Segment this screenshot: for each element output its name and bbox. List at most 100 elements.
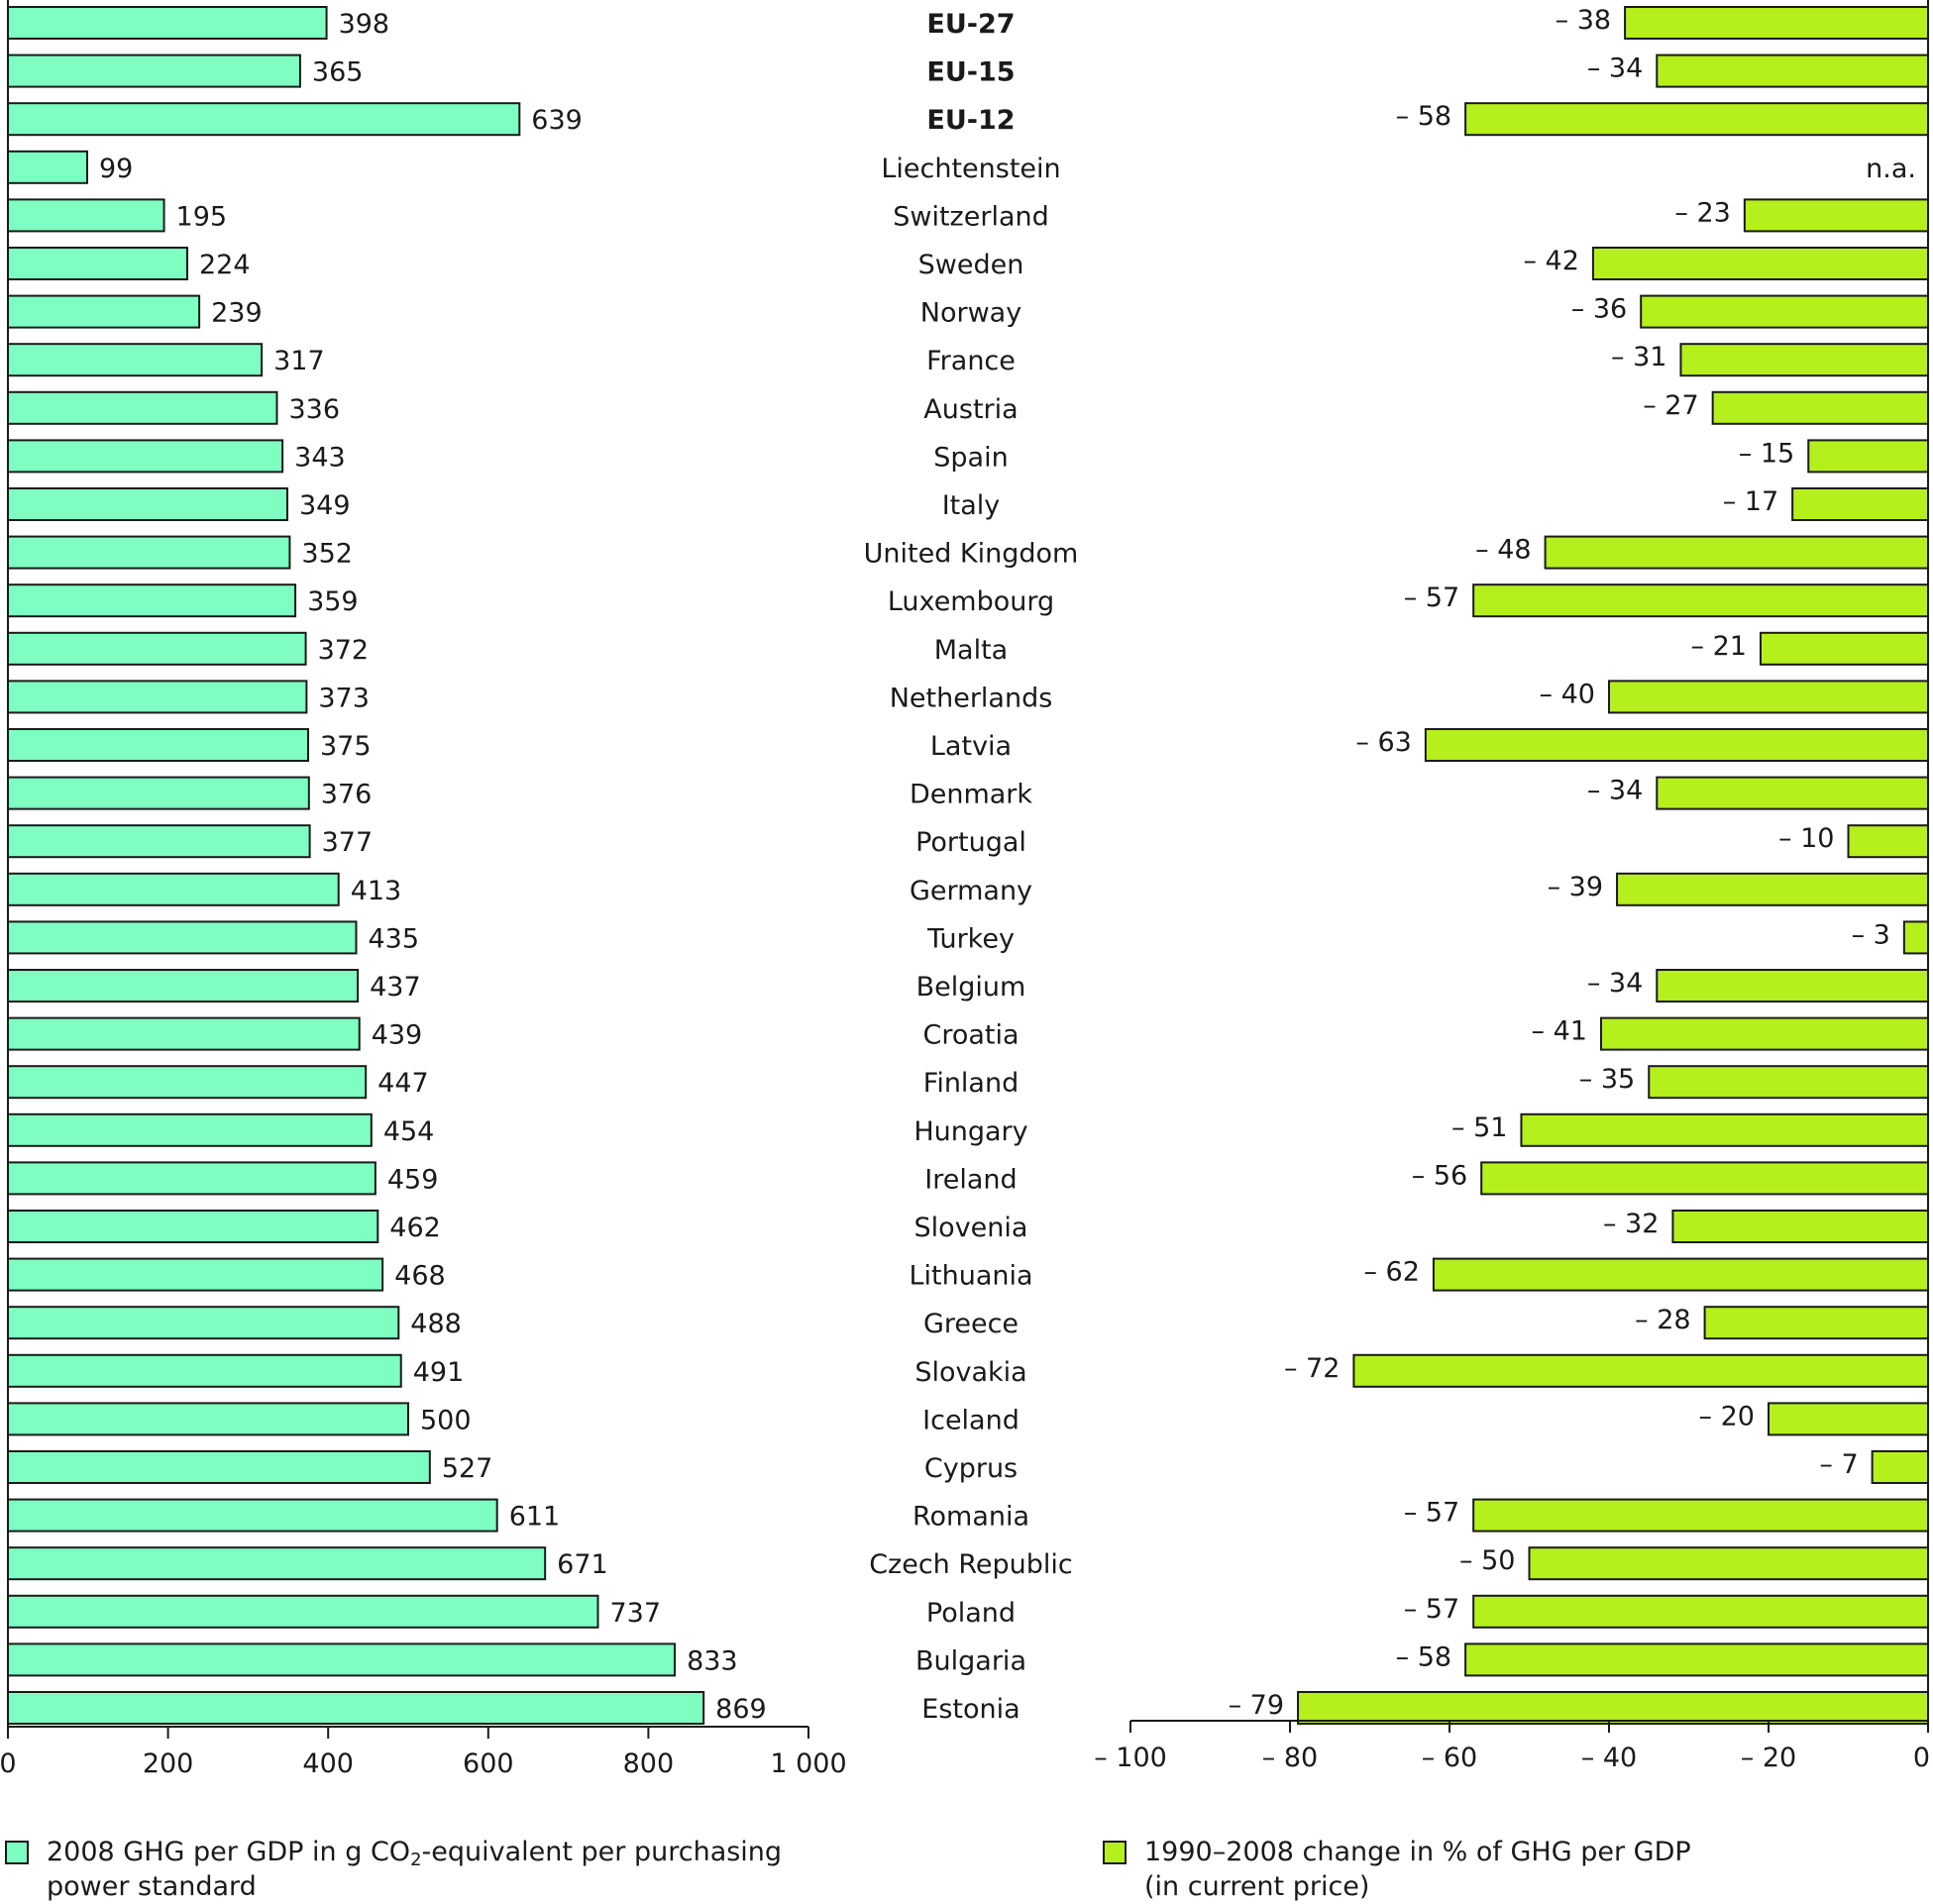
bar-change-germany: [1616, 872, 1930, 906]
bar-change-romania: [1472, 1498, 1930, 1533]
tick-label-right: – 100: [1094, 1743, 1167, 1773]
bar-ghg-italy: [7, 487, 288, 521]
category-label-switzerland: Switzerland: [893, 201, 1049, 232]
value-label-ghg-eu-15: 365: [312, 57, 364, 88]
bar-ghg-bulgaria: [7, 1642, 677, 1677]
bar-change-hungary: [1520, 1112, 1929, 1147]
bar-change-belgium: [1656, 969, 1930, 1003]
bar-ghg-greece: [7, 1306, 400, 1340]
value-label-change-luxembourg: – 57: [1404, 582, 1459, 613]
bar-ghg-eu-27: [7, 6, 328, 40]
category-label-eu-12: EU-12: [926, 105, 1015, 136]
category-label-poland: Poland: [926, 1598, 1016, 1629]
value-label-change-iceland: – 20: [1699, 1401, 1755, 1431]
value-label-change-eu-27: – 38: [1556, 5, 1611, 36]
chart-area: 398 EU-27 – 38 365 EU-15 – 34 639 EU-12 – 58 99 Li…: [0, 0, 1930, 1779]
bar-ghg-spain: [7, 439, 284, 474]
bar-ghg-eu-12: [7, 102, 521, 137]
bar-ghg-portugal: [7, 824, 311, 859]
bar-ghg-ireland: [7, 1161, 376, 1196]
bar-change-switzerland: [1743, 198, 1929, 233]
bar-change-czech-republic: [1528, 1546, 1929, 1581]
value-label-change-bulgaria: – 58: [1396, 1641, 1451, 1672]
tick-label-right: – 60: [1422, 1743, 1477, 1773]
value-label-ghg-turkey: 435: [368, 923, 419, 954]
bar-ghg-turkey: [7, 920, 358, 955]
category-label-slovenia: Slovenia: [914, 1213, 1028, 1243]
value-label-ghg-italy: 349: [299, 490, 351, 521]
value-label-change-romania: – 57: [1404, 1498, 1459, 1529]
category-label-norway: Norway: [920, 298, 1021, 329]
value-label-ghg-slovakia: 491: [413, 1357, 465, 1388]
value-label-ghg-norway: 239: [211, 298, 263, 329]
value-label-change-finland: – 35: [1579, 1064, 1635, 1095]
value-label-change-portugal: – 10: [1778, 823, 1834, 854]
bar-ghg-hungary: [7, 1112, 373, 1147]
legend-right: 1990–2008 change in % of GHG per GDP (in…: [1103, 1835, 1895, 1902]
bar-change-poland: [1472, 1594, 1930, 1629]
bar-ghg-denmark: [7, 776, 310, 810]
bar-change-lithuania: [1432, 1257, 1930, 1292]
category-label-germany: Germany: [910, 876, 1032, 906]
value-label-change-slovenia: – 32: [1603, 1209, 1659, 1239]
bar-change-iceland: [1768, 1402, 1929, 1436]
bar-change-portugal: [1847, 824, 1929, 859]
category-label-lithuania: Lithuania: [909, 1261, 1032, 1292]
bar-change-norway: [1640, 294, 1929, 329]
bar-change-sweden: [1591, 247, 1930, 280]
bar-change-netherlands: [1608, 680, 1929, 714]
value-label-change-poland: – 57: [1404, 1594, 1459, 1625]
bar-ghg-lithuania: [7, 1257, 384, 1292]
value-label-ghg-poland: 737: [609, 1598, 661, 1629]
value-label-ghg-united-kingdom: 352: [301, 539, 353, 570]
category-label-iceland: Iceland: [922, 1405, 1020, 1435]
value-label-change-eu-12: – 58: [1396, 101, 1451, 132]
value-label-change-france: – 31: [1611, 342, 1666, 372]
value-label-ghg-belgium: 437: [370, 972, 421, 1003]
legend-label-change-percent: 1990–2008 change in % of GHG per GDP: [1144, 1837, 1691, 1867]
bar-ghg-switzerland: [7, 198, 165, 233]
legend-swatch-change-percent: [1103, 1841, 1127, 1864]
value-label-change-ireland: – 56: [1412, 1160, 1467, 1191]
tick-label-left: 400: [302, 1748, 354, 1779]
value-label-ghg-denmark: 376: [321, 780, 373, 810]
value-label-change-lithuania: – 62: [1363, 1257, 1419, 1288]
value-label-ghg-eu-27: 398: [339, 9, 390, 40]
category-label-liechtenstein: Liechtenstein: [881, 154, 1060, 184]
value-label-change-estonia: – 79: [1229, 1690, 1284, 1721]
category-label-slovakia: Slovakia: [914, 1357, 1026, 1388]
bar-ghg-germany: [7, 872, 340, 906]
value-label-change-norway: – 36: [1571, 294, 1627, 325]
bar-change-austria: [1711, 390, 1930, 425]
tick-label-left: 800: [623, 1748, 675, 1779]
tick-label-left: 600: [463, 1748, 514, 1779]
value-label-change-czech-republic: – 50: [1459, 1545, 1515, 1576]
bar-change-denmark: [1656, 776, 1930, 810]
category-label-romania: Romania: [913, 1502, 1029, 1533]
bar-change-eu-15: [1656, 53, 1930, 88]
legend-swatch-ghg-per-gdp: [5, 1841, 29, 1864]
bar-ghg-luxembourg: [7, 583, 297, 618]
value-label-ghg-croatia: 439: [372, 1020, 423, 1051]
category-label-denmark: Denmark: [910, 780, 1032, 810]
bar-ghg-sweden: [7, 247, 188, 280]
value-label-change-italy: – 17: [1723, 486, 1778, 517]
bar-ghg-eu-15: [7, 53, 301, 88]
bar-ghg-croatia: [7, 1016, 361, 1051]
bar-change-greece: [1703, 1306, 1929, 1340]
bar-change-ireland: [1480, 1161, 1929, 1196]
category-label-italy: Italy: [942, 490, 1001, 521]
value-label-change-latvia: – 63: [1355, 727, 1411, 758]
bar-change-cyprus: [1871, 1450, 1930, 1484]
value-label-ghg-iceland: 500: [420, 1405, 472, 1435]
value-label-ghg-portugal: 377: [322, 827, 374, 858]
tick-label-left: 200: [143, 1748, 194, 1779]
value-label-ghg-netherlands: 373: [318, 683, 370, 713]
bar-change-united-kingdom: [1544, 535, 1929, 570]
category-label-malta: Malta: [934, 635, 1008, 666]
value-label-ghg-germany: 413: [351, 876, 402, 906]
bar-ghg-estonia: [7, 1691, 705, 1725]
value-label-change-spain: – 15: [1739, 438, 1794, 469]
category-label-eu-15: EU-15: [926, 57, 1015, 88]
category-label-croatia: Croatia: [922, 1020, 1019, 1051]
